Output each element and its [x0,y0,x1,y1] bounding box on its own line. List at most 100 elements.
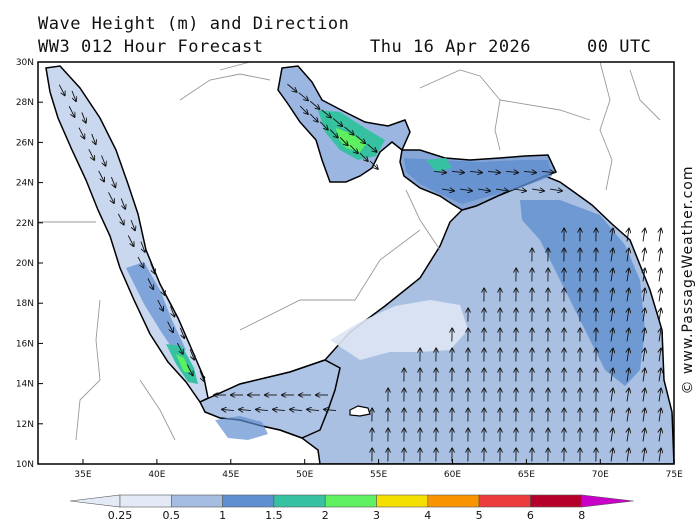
direction-arrow [643,269,645,282]
direction-arrow [659,289,661,302]
direction-arrow [160,284,165,295]
direction-arrow [460,189,472,191]
calm-zone-arabian [330,300,468,360]
direction-arrow [469,171,482,172]
direction-arrow [611,409,613,422]
legend-swatch [273,494,326,508]
legend-swatch [171,494,223,508]
lat-label: 22N [16,219,34,229]
direction-arrow [611,369,613,382]
legend-label: 0.25 [108,509,133,522]
lat-label: 14N [16,380,34,390]
direction-arrow [659,249,661,262]
direction-arrow [627,369,629,382]
lon-label: 45E [222,470,239,480]
direction-arrow [273,409,286,410]
lon-label: 75E [666,470,683,480]
country-borders [38,62,661,441]
direction-arrow [627,309,629,322]
lat-label: 10N [16,460,34,470]
direction-arrow [496,189,508,191]
direction-arrow [199,370,204,381]
direction-arrow [643,309,645,322]
direction-arrow [659,229,661,242]
map-title: Wave Height (m) and Direction [38,14,350,34]
lat-label: 12N [16,420,34,430]
direction-arrow [611,429,613,442]
lat-label: 26N [16,138,34,148]
direction-arrow [487,171,500,172]
direction-arrow [659,429,661,442]
legend-swatch [376,494,429,508]
direction-arrow [643,329,645,342]
legend-label: 0.5 [163,509,181,522]
direction-arrow [78,127,84,139]
direction-arrow [643,449,645,462]
direction-arrow [442,189,454,191]
swell-zone-aden [215,416,268,440]
direction-arrow [349,145,358,153]
direction-arrow [117,213,123,225]
direction-arrow [339,137,348,145]
wave-direction-arrows [58,83,661,462]
direction-arrow [611,229,613,242]
high-wave-core-gulf [336,128,366,152]
direction-arrow [659,269,661,282]
direction-arrow [611,449,613,462]
legend-label: 4 [424,509,431,522]
direction-arrow [541,171,554,172]
direction-arrow [627,249,629,262]
direction-arrow [643,429,645,442]
direction-arrow [643,389,645,402]
longitude-labels: 35E 40E 45E 50E 55E 60E 65E 70E 75E [74,459,683,480]
lon-label: 40E [148,470,165,480]
direction-arrow [643,409,645,422]
lon-label: 55E [370,470,387,480]
forecast-date: Thu 16 Apr 2026 [370,37,532,57]
direction-arrow [611,289,613,302]
direction-arrow [309,100,319,109]
direction-arrow [58,84,64,96]
legend-swatch [427,494,480,508]
legend-swatch [324,494,377,508]
direction-arrow [71,90,76,101]
direction-arrow [319,121,328,130]
direction-arrow [369,160,378,169]
direction-arrow [643,289,645,302]
direction-arrow [514,189,526,191]
direction-arrow [367,143,376,152]
direction-arrow [101,155,106,165]
direction-arrow [167,321,173,333]
direction-arrow [91,133,96,144]
credit-watermark: © www.PassageWeather.com [680,165,696,395]
direction-arrow [627,329,629,342]
direction-arrow [659,449,661,462]
lat-label: 20N [16,259,34,269]
direction-arrow [298,92,308,101]
legend-swatch [222,494,275,508]
direction-arrow [189,349,194,359]
direction-arrow [643,229,645,242]
legend-label: 3 [373,509,380,522]
lon-label: 35E [74,470,91,480]
direction-arrow [307,409,320,410]
direction-arrow [627,269,629,282]
direction-arrow [186,364,192,376]
direction-arrow [643,249,645,262]
lat-label: 28N [16,98,34,108]
legend-swatch-high [581,494,634,508]
direction-arrow [344,126,354,135]
socotra-island [349,405,371,417]
direction-arrow [309,113,318,122]
direction-arrow [108,192,114,203]
direction-arrow [256,409,269,410]
direction-arrow [659,389,661,402]
direction-arrow [239,409,252,410]
direction-arrow [170,306,174,316]
direction-arrow [359,152,368,161]
forecast-time: 00 UTC [587,37,652,57]
high-wave-oman [426,158,452,172]
direction-arrow [659,369,661,382]
lat-label: 30N [16,58,34,68]
